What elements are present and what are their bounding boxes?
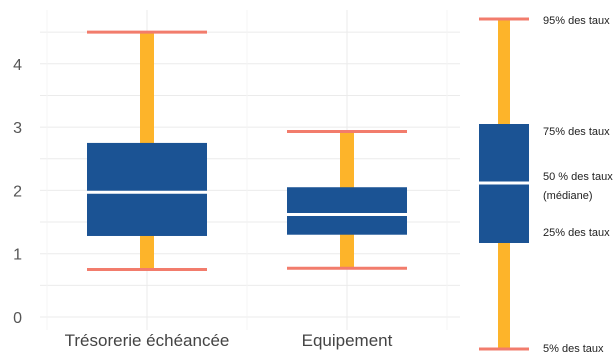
y-tick-label: 4 [13,57,22,74]
x-category-label: Trésorerie échéancée [65,331,230,350]
legend-label-q3: 75% des taux [543,126,610,138]
legend-label-p5: 5% des taux [543,343,604,352]
y-axis: 0 1 2 3 4 [13,57,22,327]
box-1 [87,30,207,272]
y-tick-label: 2 [13,183,22,200]
x-axis: Trésorerie échéancée Equipement [65,331,393,350]
legend-label-q1: 25% des taux [543,227,610,239]
y-tick-label: 0 [13,310,22,327]
y-tick-label: 3 [13,120,22,137]
box-body [87,142,207,236]
x-category-label: Equipement [302,331,393,350]
y-tick-label: 1 [13,247,22,264]
box-series [87,30,407,272]
legend-label-median-sub: (médiane) [543,190,593,202]
legend: 95% des taux 75% des taux 50 % des taux (mé… [479,15,613,352]
legend-label-median: 50 % des taux [543,171,613,183]
legend-label-p95: 95% des taux [543,15,610,27]
box-body [287,187,407,235]
box-2 [287,130,407,270]
